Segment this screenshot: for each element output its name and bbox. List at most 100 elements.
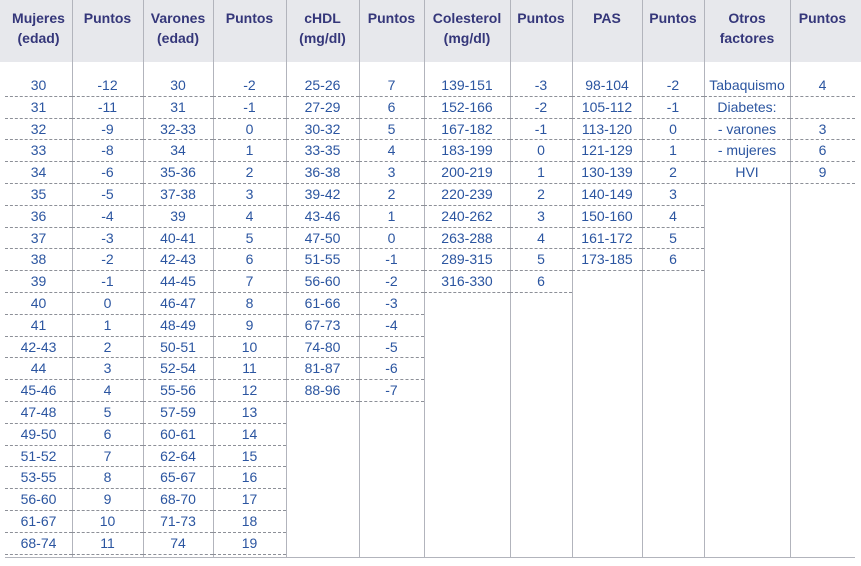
row-divider: [72, 96, 143, 97]
row-divider: [143, 248, 213, 249]
table-cell: 57-59: [160, 404, 196, 420]
row-divider: [510, 227, 572, 228]
row-divider: [286, 96, 359, 97]
row-divider: [143, 488, 213, 489]
row-divider: [213, 488, 286, 489]
row-divider: [5, 118, 72, 119]
table-cell: 10: [99, 513, 116, 529]
table-cell: 7: [245, 273, 254, 290]
table-cell: 47-48: [20, 404, 57, 420]
table-cell: - varones: [717, 120, 777, 137]
column-header-puntos-otros: Puntos: [798, 10, 847, 26]
row-divider: [143, 445, 213, 446]
table-cell: -3: [101, 229, 114, 246]
table-cell: 7: [103, 447, 112, 464]
table-cell: 36: [30, 207, 47, 224]
table-cell: 32-33: [160, 120, 196, 137]
table-cell: 3: [537, 207, 545, 224]
row-divider: [72, 139, 143, 140]
row-divider: [790, 96, 855, 97]
table-cell: 2: [669, 164, 677, 181]
table-cell: -11: [97, 98, 118, 115]
table-cell: 1: [669, 142, 677, 159]
table-cell: 34: [30, 164, 47, 181]
row-divider: [424, 248, 510, 249]
row-divider: [286, 205, 359, 206]
table-cell: HVI: [735, 164, 759, 181]
row-divider: [5, 379, 72, 380]
table-cell: 44-45: [160, 273, 196, 290]
table-cell: 45-46: [20, 382, 57, 399]
row-divider: [143, 118, 213, 119]
row-divider: [642, 270, 704, 271]
table-cell: -1: [243, 98, 256, 115]
table-cell: 44: [30, 360, 47, 377]
table-cell: 51-55: [304, 251, 341, 268]
table-cell: 183-199: [441, 142, 493, 159]
table-cell: 220-239: [441, 186, 493, 202]
table-cell: 6: [245, 251, 254, 268]
table-cell: -3: [534, 77, 548, 93]
row-divider: [5, 488, 72, 489]
table-cell: 37-38: [160, 186, 196, 202]
row-divider: [359, 96, 424, 97]
table-cell: 39: [30, 273, 47, 290]
table-cell: 39: [170, 207, 186, 224]
row-divider: [143, 183, 213, 184]
table-cell: -6: [385, 360, 398, 377]
row-divider: [572, 248, 642, 249]
row-divider: [72, 357, 143, 358]
column-separator: [704, 0, 705, 558]
row-divider: [5, 510, 72, 511]
row-divider: [143, 554, 213, 555]
table-cell: 51-52: [20, 447, 57, 464]
row-divider: [5, 401, 72, 402]
table-cell: 27-29: [304, 98, 341, 115]
table-cell: -2: [101, 251, 114, 268]
table-cell: 6: [537, 273, 545, 290]
table-cell: 9: [245, 316, 254, 333]
column-separator: [359, 0, 360, 558]
row-divider: [286, 314, 359, 315]
table-cell: 1: [537, 164, 545, 181]
table-cell: 3: [669, 186, 677, 202]
row-divider: [143, 510, 213, 511]
table-cell: Diabetes:: [717, 98, 777, 115]
table-cell: -1: [666, 98, 680, 115]
table-cell: 67-73: [304, 316, 341, 333]
row-divider: [72, 270, 143, 271]
table-cell: 8: [245, 295, 254, 311]
table-cell: -2: [666, 77, 680, 93]
column-separator: [790, 0, 791, 558]
row-divider: [572, 161, 642, 162]
column-header-puntos-chdl: Puntos: [367, 10, 416, 26]
row-divider: [510, 248, 572, 249]
table-cell: 5: [669, 229, 677, 246]
table-cell: 4: [387, 142, 396, 159]
table-cell: 1: [387, 207, 396, 224]
table-bottom-rule: [5, 557, 855, 558]
row-divider: [424, 205, 510, 206]
table-cell: 53-55: [20, 469, 57, 486]
row-divider: [510, 292, 572, 293]
row-divider: [286, 292, 359, 293]
table-cell: 65-67: [160, 469, 196, 486]
table-cell: [790, 97, 855, 118]
row-divider: [5, 227, 72, 228]
row-divider: [510, 96, 572, 97]
row-divider: [72, 445, 143, 446]
row-divider: [286, 248, 359, 249]
table-cell: -8: [101, 142, 114, 159]
row-divider: [704, 161, 790, 162]
table-cell: 4: [818, 77, 827, 93]
table-cell: 41: [30, 316, 47, 333]
table-cell: 33-35: [304, 142, 341, 159]
row-divider: [5, 532, 72, 533]
table-cell: 3: [245, 186, 254, 202]
table-cell: -4: [101, 207, 114, 224]
row-divider: [72, 161, 143, 162]
table-cell: -1: [385, 251, 398, 268]
row-divider: [5, 466, 72, 467]
table-cell: -5: [385, 338, 398, 355]
row-divider: [143, 357, 213, 358]
